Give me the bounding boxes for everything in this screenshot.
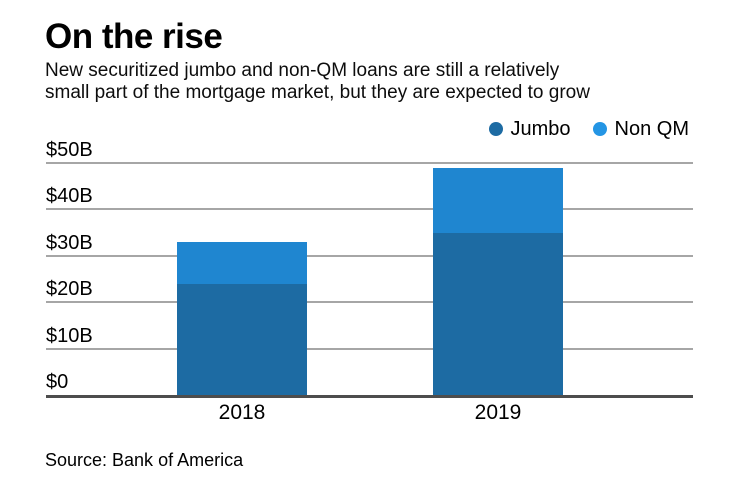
gridline-30 xyxy=(46,254,693,257)
y-tick-label-50: $50B xyxy=(46,139,93,161)
chart-subtitle-line2: small part of the mortgage market, but t… xyxy=(45,82,590,103)
legend-label: Non QM xyxy=(614,117,689,140)
y-tick-label-20: $20B xyxy=(46,278,93,301)
gridline-20 xyxy=(46,301,693,304)
x-tick-label-2019: 2019 xyxy=(474,401,522,424)
gridline-50 xyxy=(46,162,693,164)
x-tick-label-2018: 2018 xyxy=(218,401,266,424)
y-tick-label-40: $40B xyxy=(46,185,93,208)
legend-item-jumbo: Jumbo xyxy=(488,117,571,141)
bar-2019-non-qm xyxy=(433,167,563,233)
legend-dot-icon xyxy=(488,122,503,136)
bar-2018-non-qm xyxy=(177,241,307,284)
chart-subtitle: New securitized jumbo and non-QM loans a… xyxy=(45,60,590,104)
y-tick-label-0: $0 xyxy=(46,371,69,393)
legend: Jumbo Non QM xyxy=(488,117,689,141)
chart-subtitle-line1: New securitized jumbo and non-QM loans a… xyxy=(45,60,560,81)
gridline-10 xyxy=(46,347,693,350)
source-note: Source: Bank of America xyxy=(45,450,244,470)
legend-item-non-qm: Non QM xyxy=(592,117,689,141)
legend-dot-icon xyxy=(592,122,607,136)
legend-label: Jumbo xyxy=(510,117,571,140)
gridline-40 xyxy=(46,208,693,211)
y-tick-label-30: $30B xyxy=(46,231,93,254)
y-tick-label-10: $10B xyxy=(46,324,93,347)
bar-2019-jumbo xyxy=(433,232,563,395)
chart-title: On the rise xyxy=(45,17,223,56)
x-axis-baseline xyxy=(46,395,693,398)
bar-2018-jumbo xyxy=(177,283,307,395)
